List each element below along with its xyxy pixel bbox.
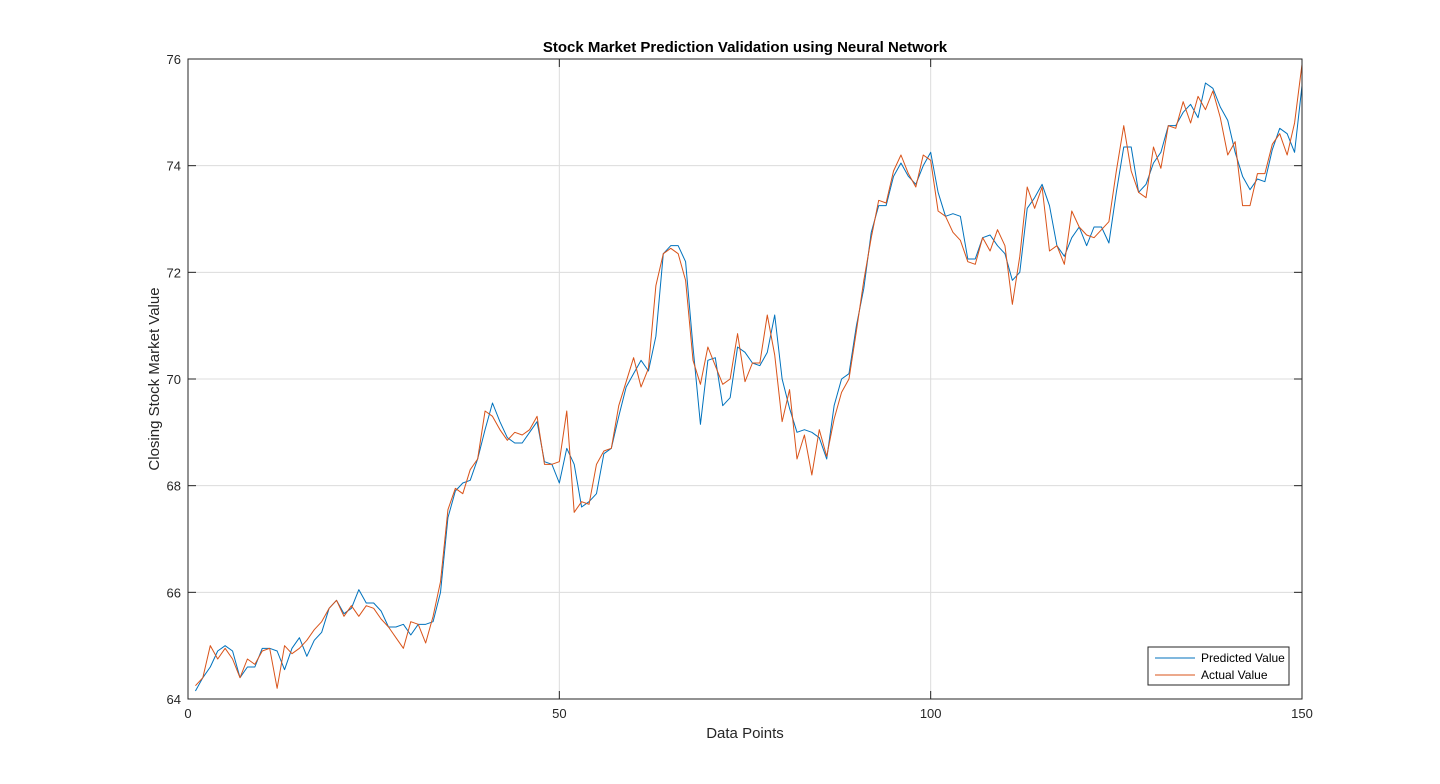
x-axis-label: Data Points bbox=[706, 725, 784, 742]
y-tick-label: 72 bbox=[167, 265, 181, 280]
y-tick-label: 70 bbox=[167, 372, 181, 387]
x-tick-label: 50 bbox=[552, 706, 566, 721]
legend: Predicted Value Actual Value bbox=[1147, 646, 1290, 686]
y-axis-label: Closing Stock Market Value bbox=[146, 287, 163, 470]
x-tick-label: 0 bbox=[184, 706, 191, 721]
actual-value-line bbox=[195, 64, 1303, 689]
x-tick-label: 150 bbox=[1291, 706, 1313, 721]
chart-title: Stock Market Prediction Validation using… bbox=[543, 39, 948, 56]
x-tick-label: 100 bbox=[920, 706, 942, 721]
legend-box bbox=[1147, 646, 1290, 686]
y-tick-label: 64 bbox=[167, 692, 181, 707]
y-tick-label: 66 bbox=[167, 585, 181, 600]
series-layer bbox=[194, 64, 1303, 692]
legend-label-actual: Actual Value bbox=[1201, 668, 1268, 682]
predicted-value-line bbox=[194, 82, 1303, 692]
y-tick-label: 74 bbox=[167, 159, 181, 174]
axis-ticks: 0 50 100 150 64 66 68 70 72 74 76 bbox=[167, 52, 1313, 721]
y-tick-label: 76 bbox=[167, 52, 181, 67]
y-tick-label: 68 bbox=[167, 479, 181, 494]
legend-label-predicted: Predicted Value bbox=[1201, 651, 1285, 665]
